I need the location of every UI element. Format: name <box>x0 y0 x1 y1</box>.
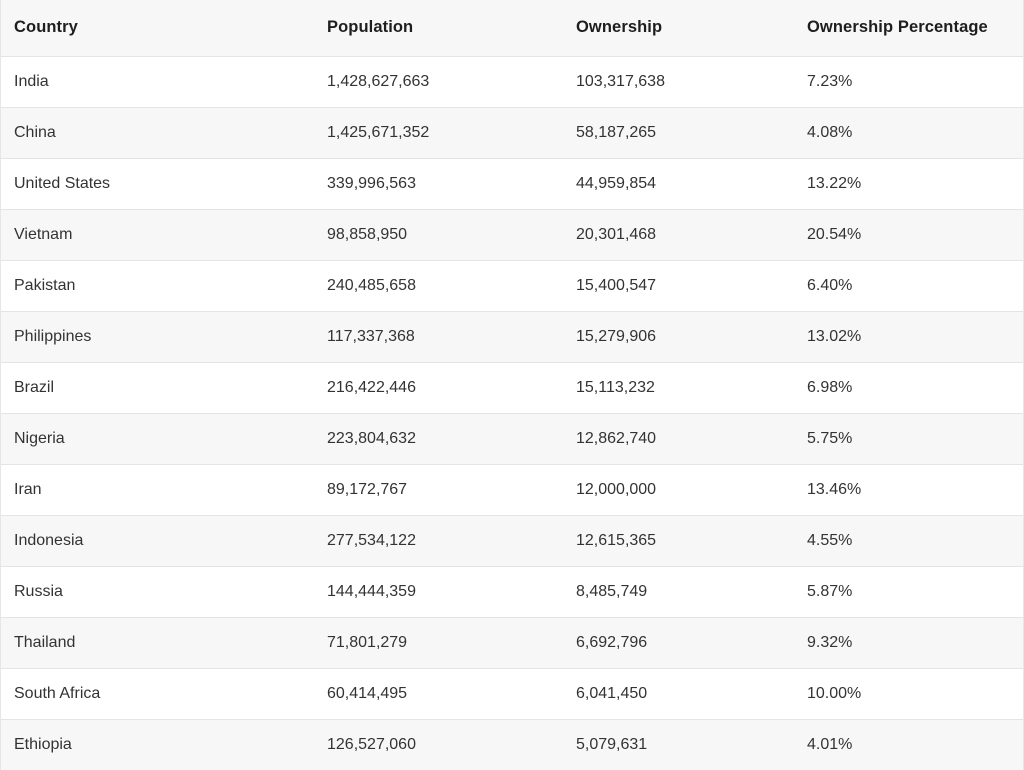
cell-ownership-percentage: 4.55% <box>807 531 853 549</box>
table-row: Indonesia 277,534,122 12,615,365 4.55% <box>1 515 1023 566</box>
cell-ownership: 15,279,906 <box>576 327 657 345</box>
table-body: India 1,428,627,663 103,317,638 7.23% Ch… <box>1 56 1023 770</box>
cell-country: Vietnam <box>14 225 73 243</box>
cell-country: United States <box>14 174 111 192</box>
cell-country: Indonesia <box>14 531 84 549</box>
cell-population: 98,858,950 <box>327 225 408 243</box>
cell-population: 126,527,060 <box>327 735 416 753</box>
cell-ownership-percentage: 7.23% <box>807 72 853 90</box>
cell-population: 277,534,122 <box>327 531 416 549</box>
cell-country: South Africa <box>14 684 101 702</box>
cell-ownership: 12,862,740 <box>576 429 657 447</box>
cell-ownership: 12,000,000 <box>576 480 657 498</box>
cell-country: Nigeria <box>14 429 65 447</box>
cell-country: Russia <box>14 582 63 600</box>
cell-ownership-percentage: 13.46% <box>807 480 862 498</box>
cell-country: Pakistan <box>14 276 76 294</box>
column-header-country[interactable]: Country <box>14 18 78 37</box>
cell-country: China <box>14 123 56 141</box>
table-row: Pakistan 240,485,658 15,400,547 6.40% <box>1 260 1023 311</box>
cell-ownership-percentage: 6.98% <box>807 378 853 396</box>
cell-ownership-percentage: 5.75% <box>807 429 853 447</box>
cell-country: Iran <box>14 480 42 498</box>
table-row: United States 339,996,563 44,959,854 13.… <box>1 158 1023 209</box>
table-row: Philippines 117,337,368 15,279,906 13.02… <box>1 311 1023 362</box>
column-header-ownership-percentage[interactable]: Ownership Percentage <box>807 18 988 37</box>
cell-ownership-percentage: 10.00% <box>807 684 862 702</box>
cell-country: Thailand <box>14 633 76 651</box>
table-row: Vietnam 98,858,950 20,301,468 20.54% <box>1 209 1023 260</box>
cell-ownership-percentage: 13.02% <box>807 327 862 345</box>
cell-ownership: 20,301,468 <box>576 225 657 243</box>
cell-country: Ethiopia <box>14 735 72 753</box>
cell-ownership-percentage: 6.40% <box>807 276 853 294</box>
cell-ownership-percentage: 9.32% <box>807 633 853 651</box>
cell-ownership: 5,079,631 <box>576 735 648 753</box>
cell-ownership: 6,692,796 <box>576 633 648 651</box>
table-row: Russia 144,444,359 8,485,749 5.87% <box>1 566 1023 617</box>
cell-ownership-percentage: 13.22% <box>807 174 862 192</box>
cell-population: 223,804,632 <box>327 429 416 447</box>
cell-population: 339,996,563 <box>327 174 416 192</box>
cell-population: 71,801,279 <box>327 633 408 651</box>
cell-ownership-percentage: 5.87% <box>807 582 853 600</box>
cell-country: Brazil <box>14 378 55 396</box>
cell-ownership: 44,959,854 <box>576 174 657 192</box>
cell-population: 1,428,627,663 <box>327 72 430 90</box>
column-header-population[interactable]: Population <box>327 18 414 37</box>
cell-population: 1,425,671,352 <box>327 123 430 141</box>
cell-population: 117,337,368 <box>327 327 415 345</box>
cell-population: 89,172,767 <box>327 480 408 498</box>
cell-country: Philippines <box>14 327 92 345</box>
column-header-ownership[interactable]: Ownership <box>576 18 663 37</box>
table-header: Country Population Ownership Ownership P… <box>1 0 1023 56</box>
cell-ownership: 15,400,547 <box>576 276 657 294</box>
cell-population: 240,485,658 <box>327 276 416 294</box>
cell-country: India <box>14 72 49 90</box>
cell-population: 216,422,446 <box>327 378 416 396</box>
table-row: Iran 89,172,767 12,000,000 13.46% <box>1 464 1023 515</box>
cell-ownership-percentage: 20.54% <box>807 225 862 243</box>
cell-population: 144,444,359 <box>327 582 416 600</box>
cell-population: 60,414,495 <box>327 684 408 702</box>
table-row: South Africa 60,414,495 6,041,450 10.00% <box>1 668 1023 719</box>
cell-ownership: 103,317,638 <box>576 72 665 90</box>
cell-ownership: 8,485,749 <box>576 582 648 600</box>
cell-ownership: 15,113,232 <box>576 378 655 396</box>
cell-ownership: 58,187,265 <box>576 123 657 141</box>
table-row: India 1,428,627,663 103,317,638 7.23% <box>1 56 1023 107</box>
table-row: Ethiopia 126,527,060 5,079,631 4.01% <box>1 719 1023 770</box>
cell-ownership-percentage: 4.01% <box>807 735 853 753</box>
table-row: China 1,425,671,352 58,187,265 4.08% <box>1 107 1023 158</box>
cell-ownership: 12,615,365 <box>576 531 657 549</box>
cell-ownership: 6,041,450 <box>576 684 648 702</box>
header-row: Country Population Ownership Ownership P… <box>1 0 1023 56</box>
table-row: Nigeria 223,804,632 12,862,740 5.75% <box>1 413 1023 464</box>
cell-ownership-percentage: 4.08% <box>807 123 853 141</box>
table-row: Thailand 71,801,279 6,692,796 9.32% <box>1 617 1023 668</box>
table-row: Brazil 216,422,446 15,113,232 6.98% <box>1 362 1023 413</box>
